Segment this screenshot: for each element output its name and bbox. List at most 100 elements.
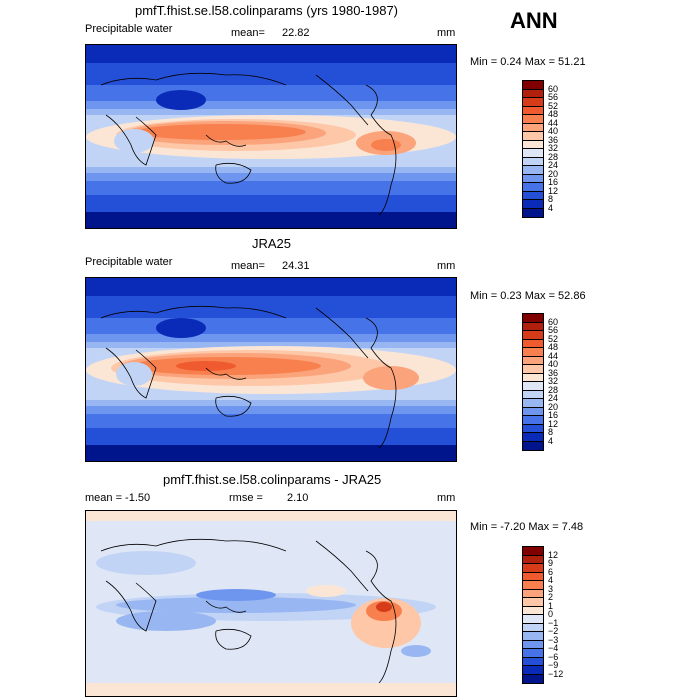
colorbar-swatch <box>523 322 543 331</box>
colorbar-swatch <box>523 200 543 209</box>
mean-label: mean= <box>231 27 265 39</box>
colorbar-swatch <box>523 339 543 348</box>
colorbar-swatch <box>523 632 543 641</box>
colorbar-level-label: 32 <box>548 143 559 153</box>
map-field <box>86 45 456 228</box>
colorbar-swatch <box>523 115 543 124</box>
colorbar-swatch <box>523 424 543 433</box>
colorbar-level-label: −2 <box>548 626 559 636</box>
colorbar-level-label: 24 <box>548 393 559 403</box>
colorbar-swatch <box>523 166 543 175</box>
colorbar-level-label: 12 <box>548 418 559 429</box>
colorbar-swatch <box>523 589 543 598</box>
colorbar-level-label: 8 <box>548 194 554 204</box>
colorbar-level-label: 44 <box>548 350 559 361</box>
colorbar-swatch <box>523 640 543 649</box>
map-field <box>86 278 456 461</box>
units-label: mm <box>437 27 456 39</box>
colorbar-swatch <box>523 81 543 90</box>
units-label: mm <box>437 492 456 504</box>
colorbar-swatch <box>523 106 543 115</box>
colorbar-level-label: 20 <box>548 168 559 179</box>
colorbar-level-label: 4 <box>548 575 554 585</box>
colorbar-swatch <box>523 441 543 450</box>
colorbar-swatch <box>523 581 543 590</box>
colorbar-level-label: 52 <box>548 333 559 344</box>
colorbar-swatch <box>523 123 543 132</box>
mean-value: 24.31 <box>282 260 310 272</box>
mean-value: mean = -1.50 <box>85 492 151 504</box>
colorbar-level-label: 12 <box>548 549 559 560</box>
colorbar-swatch <box>523 433 543 442</box>
colorbar-swatch <box>523 98 543 107</box>
colorbar-swatch <box>523 399 543 408</box>
colorbar-level-label: 56 <box>548 92 559 102</box>
difference-map <box>85 510 457 697</box>
colorbar-swatch <box>523 373 543 382</box>
colorbar-swatch <box>523 356 543 365</box>
colorbar-level-label: 48 <box>548 109 559 119</box>
precipitable-water-map <box>85 44 457 229</box>
colorbar <box>522 313 544 451</box>
colorbar-swatch <box>523 174 543 183</box>
colorbar-swatch <box>523 331 543 340</box>
colorbar-swatch <box>523 89 543 98</box>
precipitable-water-map <box>85 277 457 462</box>
colorbar-level-label: 40 <box>548 126 559 136</box>
minmax-label: Min = 0.23 Max = 52.86 <box>470 290 586 302</box>
colorbar-level-label: 9 <box>548 558 554 568</box>
colorbar-level-label: 4 <box>548 435 554 446</box>
colorbar-level-label: −12 <box>548 668 564 679</box>
colorbar-level-label: 44 <box>548 117 559 128</box>
colorbar <box>522 546 544 684</box>
colorbar-swatch <box>523 572 543 581</box>
colorbar-swatch <box>523 547 543 556</box>
colorbar-swatch <box>523 555 543 564</box>
colorbar-swatch <box>523 382 543 391</box>
colorbar-level-label: 2 <box>548 592 554 602</box>
colorbar-level-label: 60 <box>548 83 559 94</box>
colorbar-level-label: 12 <box>548 185 559 196</box>
colorbar-level-label: 16 <box>548 177 559 187</box>
colorbar-swatch <box>523 183 543 192</box>
colorbar-level-label: 56 <box>548 325 559 335</box>
colorbar-level-label: 20 <box>548 401 559 412</box>
colorbar-level-label: 48 <box>548 342 559 352</box>
colorbar-swatch <box>523 657 543 666</box>
colorbar-level-label: 60 <box>548 316 559 327</box>
colorbar-level-label: 28 <box>548 151 559 162</box>
panel-title: pmfT.fhist.se.l58.colinparams (yrs 1980-… <box>135 3 399 18</box>
colorbar-swatch <box>523 598 543 607</box>
variable-label: Precipitable water <box>85 256 173 268</box>
colorbar-level-label: −1 <box>548 617 559 628</box>
colorbar-swatch <box>523 564 543 573</box>
colorbar-swatch <box>523 191 543 200</box>
colorbar-swatch <box>523 615 543 624</box>
season-label: ANN <box>510 8 558 33</box>
colorbar-level-label: 6 <box>548 566 554 577</box>
colorbar-swatch <box>523 365 543 374</box>
minmax-label: Min = 0.24 Max = 51.21 <box>470 56 586 68</box>
colorbar-swatch <box>523 157 543 166</box>
colorbar-level-label: 8 <box>548 427 554 437</box>
colorbar-level-label: −9 <box>548 660 559 670</box>
colorbar-swatch <box>523 623 543 632</box>
colorbar-level-label: 24 <box>548 160 559 170</box>
colorbar-swatch <box>523 416 543 425</box>
colorbar-swatch <box>523 140 543 149</box>
colorbar-level-label: 40 <box>548 359 559 369</box>
colorbar-swatch <box>523 390 543 399</box>
colorbar <box>522 80 544 218</box>
colorbar-swatch <box>523 606 543 615</box>
colorbar-swatch <box>523 314 543 323</box>
colorbar-swatch <box>523 348 543 357</box>
colorbar-level-label: 0 <box>548 609 554 619</box>
colorbar-swatch <box>523 132 543 141</box>
colorbar-swatch <box>523 666 543 675</box>
colorbar-swatch <box>523 649 543 658</box>
colorbar-level-label: −3 <box>548 634 559 645</box>
minmax-label: Min = -7.20 Max = 7.48 <box>470 521 584 533</box>
colorbar-level-label: −4 <box>548 643 559 653</box>
panel-title: pmfT.fhist.se.l58.colinparams - JRA25 <box>163 472 382 487</box>
colorbar-level-label: 1 <box>548 600 554 611</box>
